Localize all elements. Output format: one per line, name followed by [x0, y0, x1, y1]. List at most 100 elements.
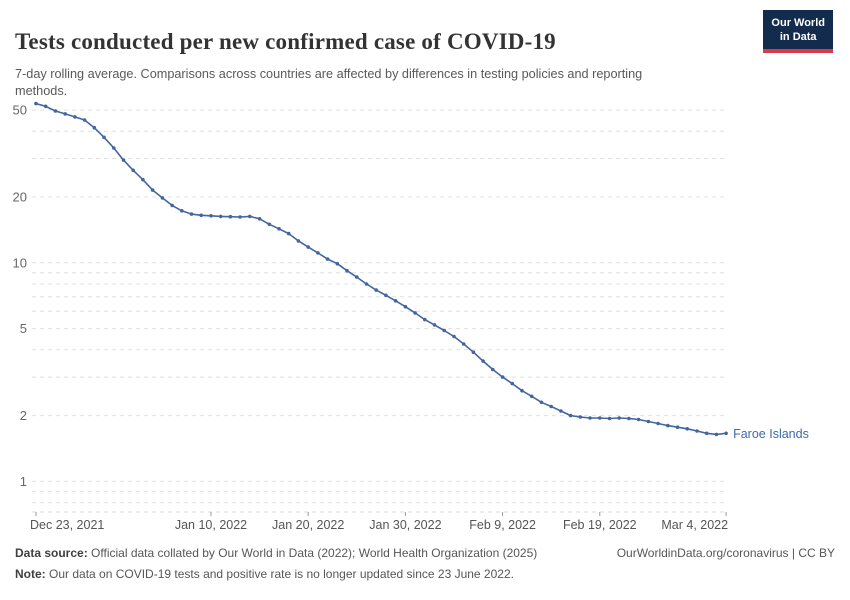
- data-source-label: Data source:: [15, 546, 88, 560]
- page-title: Tests conducted per new confirmed case o…: [15, 29, 556, 55]
- data-point: [617, 416, 621, 420]
- data-point: [393, 299, 398, 303]
- data-point: [724, 431, 728, 436]
- data-point: [141, 177, 145, 182]
- data-point: [568, 413, 573, 418]
- owid-logo-line1: Our World: [771, 17, 825, 29]
- chart: 1 2 5 10 20 50 Dec 23, 2021 Jan 10, 2022 Jan 20,…: [0, 88, 850, 546]
- data-point: [296, 239, 301, 243]
- data-point: [257, 217, 262, 221]
- data-line: [35, 102, 727, 436]
- data-point: [685, 427, 689, 431]
- data-point: [355, 275, 359, 279]
- data-point: [578, 415, 583, 419]
- data-point: [53, 109, 58, 113]
- x-axis-tick-label: Mar 4, 2022: [661, 518, 728, 532]
- data-point: [238, 215, 242, 219]
- data-point: [267, 222, 272, 227]
- data-point: [627, 416, 631, 421]
- y-axis-tick-label: 1: [20, 474, 27, 489]
- data-point: [403, 304, 408, 309]
- y-axis-tick-label: 5: [20, 321, 27, 336]
- data-point: [598, 416, 602, 420]
- data-point: [82, 118, 87, 122]
- data-point: [335, 261, 340, 266]
- data-point: [180, 209, 184, 213]
- data-point: [150, 188, 155, 192]
- footer: Data source: Official data collated by O…: [15, 545, 835, 582]
- data-point: [423, 317, 427, 322]
- data-point: [452, 334, 456, 339]
- data-point: [121, 158, 126, 162]
- footer-note-row: Note: Our data on COVID-19 tests and pos…: [15, 566, 835, 582]
- data-point: [520, 388, 524, 393]
- data-point: [704, 431, 709, 436]
- data-point: [286, 231, 291, 236]
- data-point: [656, 421, 660, 426]
- data-point: [695, 429, 699, 433]
- data-point: [73, 115, 77, 119]
- x-axis-tick-label: Jan 30, 2022: [369, 518, 441, 532]
- data-point: [636, 417, 641, 422]
- data-point: [607, 416, 612, 421]
- note-label: Note:: [15, 567, 46, 582]
- data-point: [199, 213, 203, 218]
- chart-canvas: 1 2 5 10 20 50 Dec 23, 2021 Jan 10, 2022 Jan 20,…: [13, 101, 809, 532]
- y-axis-tick-label: 2: [20, 408, 27, 423]
- data-point: [646, 419, 651, 424]
- data-point: [588, 416, 592, 420]
- data-point: [549, 404, 553, 409]
- data-point: [345, 268, 349, 273]
- data-point: [510, 381, 515, 386]
- data-point: [529, 394, 534, 399]
- data-point: [112, 146, 116, 150]
- y-axis-tick-label: 20: [13, 190, 27, 205]
- x-axis-tick-label: Feb 19, 2022: [563, 518, 637, 532]
- data-point: [364, 282, 369, 286]
- y-axis-tick-label: 10: [13, 255, 27, 270]
- data-point: [384, 293, 388, 298]
- data-point: [374, 288, 379, 292]
- data-point: [248, 214, 252, 219]
- data-point: [481, 359, 485, 363]
- data-point: [432, 323, 437, 327]
- data-point: [471, 350, 476, 355]
- data-source-text: Data source: Official data collated by O…: [15, 545, 537, 561]
- data-point: [559, 409, 563, 413]
- data-point: [34, 101, 38, 106]
- data-point: [102, 135, 106, 140]
- data-point: [325, 257, 330, 261]
- data-point: [539, 400, 544, 405]
- data-source-value: Official data collated by Our World in D…: [87, 546, 538, 560]
- data-point: [666, 423, 670, 428]
- series-end-label: Faroe Islands: [733, 427, 809, 441]
- data-point: [442, 328, 447, 333]
- source-link[interactable]: OurWorldinData.org/coronavirus | CC BY: [616, 546, 835, 560]
- chart-subtitle: 7-day rolling average. Comparisons acros…: [15, 66, 643, 99]
- data-point: [714, 432, 719, 437]
- data-point: [209, 214, 213, 218]
- data-point: [306, 245, 311, 249]
- data-point: [43, 104, 48, 109]
- data-point: [500, 375, 505, 379]
- data-point: [92, 125, 97, 130]
- data-point: [491, 367, 495, 372]
- data-point: [189, 212, 194, 216]
- footer-source-row: Data source: Official data collated by O…: [15, 545, 835, 561]
- owid-logo-line2: in Data: [779, 31, 817, 44]
- data-point: [63, 112, 67, 116]
- data-point: [461, 342, 466, 346]
- x-axis-tick-label: Dec 23, 2021: [30, 518, 104, 532]
- data-point: [170, 203, 174, 208]
- data-point: [228, 214, 233, 219]
- x-axis-tick-label: Jan 20, 2022: [272, 518, 344, 532]
- note-text: Our data on COVID-19 tests and positive …: [45, 567, 514, 582]
- owid-logo: Our World in Data: [763, 10, 833, 53]
- data-point: [277, 227, 281, 231]
- data-point: [218, 214, 223, 219]
- data-point: [413, 311, 417, 315]
- data-point: [160, 196, 165, 200]
- data-point: [675, 425, 680, 430]
- x-axis-tick-label: Jan 10, 2022: [175, 518, 247, 532]
